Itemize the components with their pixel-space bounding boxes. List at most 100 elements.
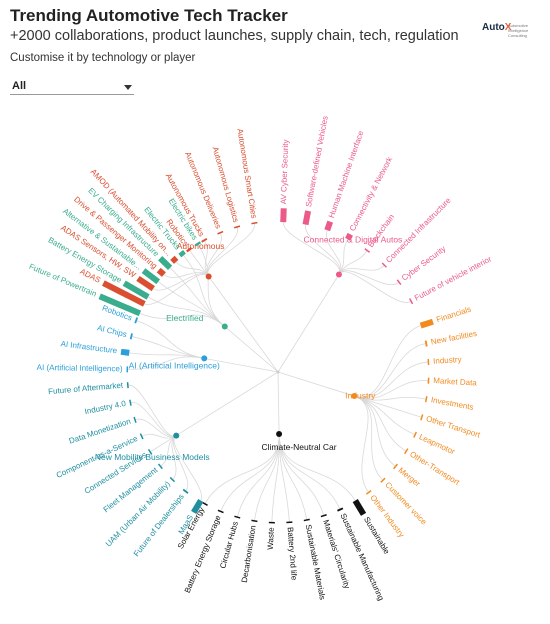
leaf-bar — [280, 208, 287, 223]
leaf-link — [354, 395, 415, 435]
leaf-link — [135, 418, 177, 438]
leaf-label: Battery 2nd life — [286, 527, 299, 581]
leaf-link — [338, 239, 349, 275]
group-node-dot — [351, 393, 358, 400]
leaf-label: Waste — [266, 527, 276, 550]
leaf-label: Software-defined Vehicles — [304, 115, 330, 208]
leaf-bar — [251, 221, 258, 225]
leaf-bar — [345, 232, 353, 241]
leaf-bar — [380, 477, 386, 483]
leaf-bar — [139, 433, 144, 440]
leaf-link — [354, 395, 426, 401]
filter-selected-value: All — [12, 80, 27, 92]
group-node-dot — [205, 273, 212, 280]
leaf-label: Other Transport — [425, 414, 482, 440]
filter-dropdown[interactable]: All — [10, 78, 134, 95]
leaf-label: Investments — [430, 395, 474, 412]
leaf-link — [129, 352, 205, 359]
leaf-bar — [136, 275, 155, 292]
leaf-bar — [251, 519, 258, 523]
leaf-bar — [217, 230, 224, 235]
leaf-link — [163, 271, 209, 278]
leaf-bar — [427, 358, 430, 366]
leaf-bar — [427, 377, 430, 384]
leaf-bar — [122, 280, 150, 300]
leaf-bar — [156, 267, 166, 277]
leaf-link — [338, 270, 399, 285]
leaf-bar — [134, 317, 139, 324]
leaf-label: Future of Powertrain — [28, 262, 98, 299]
leaf-bar — [424, 396, 428, 403]
group-node-dot — [201, 355, 208, 362]
leaf-link — [173, 435, 189, 491]
leaf-bar — [182, 488, 189, 494]
leaf-bar — [120, 348, 130, 356]
leaf-link — [338, 271, 411, 303]
leaf-bar — [268, 521, 275, 524]
leaf-bar — [393, 463, 398, 470]
leaf-bar — [424, 340, 428, 347]
leaf-link — [160, 435, 177, 467]
leaf-bar — [201, 501, 208, 506]
leaf-bar — [133, 416, 137, 423]
leaf-label: AI Chips — [96, 323, 128, 339]
leaf-label: Cyber Security — [400, 244, 448, 282]
leaf-link — [139, 313, 226, 327]
autox-logo: AutoX Automotive Intelligence Consulting — [482, 22, 542, 38]
group-label: Climate-Neutral Car — [262, 442, 337, 452]
group-node-dot — [173, 432, 180, 439]
leaf-bar — [194, 241, 202, 247]
leaf-bar — [420, 414, 424, 421]
group-label: AI (Artificial Intelligence) — [129, 361, 220, 371]
group-node-dot — [276, 430, 283, 437]
leaf-label: New facilities — [430, 329, 478, 347]
leaf-bar — [409, 298, 414, 305]
leaf-bar — [233, 225, 241, 229]
page-title: Trending Automotive Tech Tracker — [10, 6, 288, 25]
logo-tagline: Automotive Intelligence Consulting — [508, 23, 529, 38]
leaf-bar — [201, 238, 208, 243]
leaf-link — [354, 395, 383, 480]
leaf-bar — [147, 448, 153, 455]
leaf-label: Decarbonisation — [240, 525, 258, 584]
group-label: Industry — [345, 390, 376, 400]
group-trunk-link — [176, 371, 279, 436]
leaf-bar — [217, 509, 224, 514]
leaf-label: Industry — [433, 355, 462, 366]
leaf-link — [354, 395, 369, 493]
leaf-label: Financials — [435, 305, 472, 325]
leaf-bar — [129, 399, 132, 406]
leaf-link — [278, 433, 290, 522]
leaf-bar — [126, 382, 129, 389]
leaf-link — [325, 230, 342, 275]
group-node-dot — [335, 271, 342, 278]
leaf-bar — [98, 293, 142, 317]
group-node-dot — [221, 323, 228, 330]
leaf-bar — [324, 220, 334, 232]
leaf-label: Market Data — [433, 376, 478, 388]
leaf-bar — [302, 210, 312, 226]
leaf-bar — [157, 463, 163, 470]
leaf-link — [204, 433, 280, 504]
leaf-bar — [158, 256, 173, 270]
leaf-link — [206, 227, 238, 277]
group-trunk-link — [277, 274, 340, 373]
leaf-bar — [186, 247, 193, 253]
group-trunk-link — [277, 371, 280, 434]
leaf-link — [282, 222, 341, 275]
group-label: Autonomous — [177, 241, 225, 251]
leaf-label: Future of Dealerships — [132, 492, 186, 558]
leaf-bar — [352, 499, 367, 516]
leaf-link — [171, 435, 177, 480]
leaf-bar — [303, 518, 310, 522]
customise-note: Customise it by technology or player — [10, 52, 196, 64]
leaf-link — [136, 320, 205, 359]
leaf-label: Industry 4.0 — [84, 399, 127, 416]
leaf-label: Merger — [397, 466, 423, 489]
leaf-bar — [141, 268, 161, 285]
leaf-bar — [169, 476, 176, 483]
leaf-bar — [191, 499, 204, 514]
leaf-link — [198, 244, 226, 327]
leaf-link — [157, 281, 226, 327]
